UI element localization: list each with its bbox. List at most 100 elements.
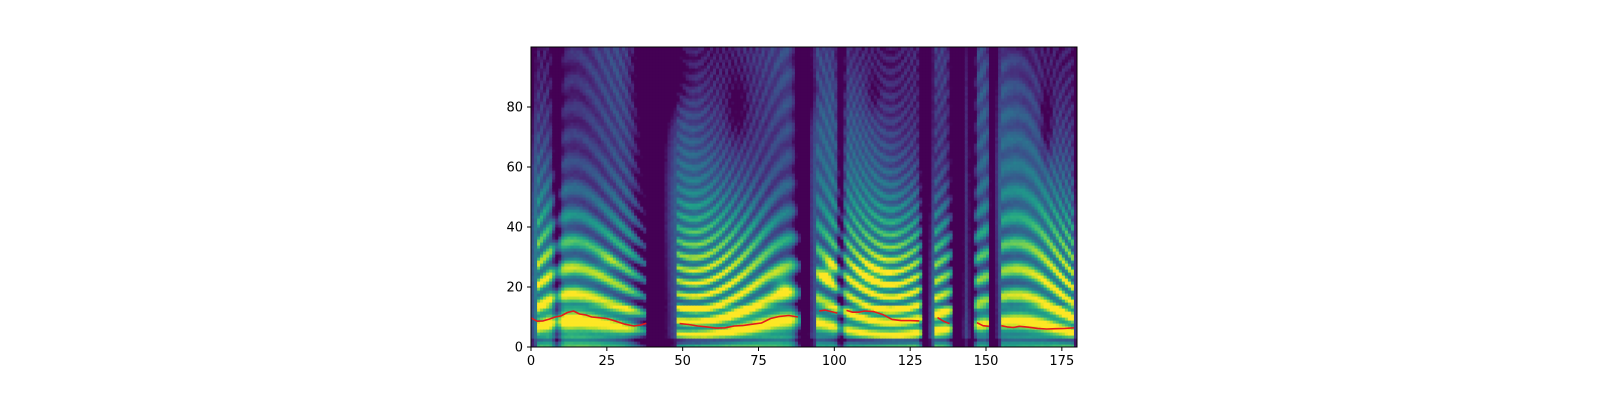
heatmap-cell xyxy=(543,194,547,198)
heatmap-cell xyxy=(531,329,535,333)
heatmap-cell xyxy=(540,191,544,195)
heatmap-cell xyxy=(579,248,584,252)
heatmap-cell xyxy=(540,134,544,138)
heatmap-cell xyxy=(531,116,535,120)
heatmap-cell xyxy=(564,227,568,231)
heatmap-cell xyxy=(534,305,538,309)
heatmap-cell xyxy=(594,344,599,347)
heatmap-cell xyxy=(573,176,578,180)
heatmap-cell xyxy=(546,287,550,291)
heatmap-cell xyxy=(609,131,614,135)
heatmap-cell xyxy=(600,320,605,324)
heatmap-cell xyxy=(546,155,550,159)
heatmap-cell xyxy=(549,188,553,192)
heatmap-cell xyxy=(534,248,538,252)
heatmap-cell xyxy=(603,158,608,162)
heatmap-cell xyxy=(606,152,611,156)
heatmap-cell xyxy=(582,344,587,347)
heatmap-cell xyxy=(579,143,584,147)
heatmap-cell xyxy=(555,80,559,84)
heatmap-cell xyxy=(591,323,596,327)
heatmap-cell xyxy=(543,221,547,225)
heatmap-cell xyxy=(600,242,605,246)
heatmap-cell xyxy=(582,95,587,99)
heatmap-cell xyxy=(591,77,596,81)
heatmap-cell xyxy=(546,182,550,186)
heatmap-cell xyxy=(579,167,584,171)
heatmap-cell xyxy=(597,239,602,243)
heatmap-cell xyxy=(594,287,599,291)
heatmap-cell xyxy=(573,272,578,276)
heatmap-cell xyxy=(531,239,535,243)
heatmap-cell xyxy=(570,293,575,297)
heatmap-cell xyxy=(585,104,590,108)
heatmap-cell xyxy=(603,326,608,330)
heatmap-cell xyxy=(609,89,614,93)
heatmap-cell xyxy=(585,209,590,213)
heatmap-cell xyxy=(537,311,541,315)
heatmap-cell xyxy=(609,74,614,78)
heatmap-cell xyxy=(558,68,562,72)
heatmap-cell xyxy=(591,128,596,132)
heatmap-cell xyxy=(603,215,608,219)
heatmap-cell xyxy=(588,50,593,54)
heatmap-cell xyxy=(552,209,556,213)
heatmap-cell xyxy=(561,107,565,111)
heatmap-cell xyxy=(540,185,544,189)
heatmap-cell xyxy=(594,224,599,228)
heatmap-cell xyxy=(609,251,614,255)
heatmap-cell xyxy=(606,218,611,222)
heatmap-cell xyxy=(537,47,541,51)
heatmap-cell xyxy=(606,110,611,114)
heatmap-cell xyxy=(564,119,568,123)
heatmap-cell xyxy=(573,254,578,258)
heatmap-cell xyxy=(567,203,572,207)
heatmap-cell xyxy=(531,89,535,93)
heatmap-cell xyxy=(531,53,535,57)
heatmap-cell xyxy=(609,203,614,207)
heatmap-cell xyxy=(582,278,587,282)
heatmap-cell xyxy=(582,128,587,132)
heatmap-cell xyxy=(564,281,568,285)
heatmap-cell xyxy=(603,251,608,255)
heatmap-cell xyxy=(561,254,565,258)
heatmap-cell xyxy=(582,191,587,195)
heatmap-cell xyxy=(549,176,553,180)
heatmap-cell xyxy=(555,65,559,69)
heatmap-cell xyxy=(600,188,605,192)
heatmap-cell xyxy=(609,116,614,120)
heatmap-cell xyxy=(597,182,602,186)
heatmap-cell xyxy=(567,143,572,147)
heatmap-cell xyxy=(588,185,593,189)
heatmap-cell xyxy=(537,179,541,183)
heatmap-cell xyxy=(597,137,602,141)
heatmap-cell xyxy=(609,122,614,126)
heatmap-cell xyxy=(585,194,590,198)
heatmap-cell xyxy=(606,197,611,201)
heatmap-cell xyxy=(552,251,556,255)
heatmap-cell xyxy=(573,137,578,141)
heatmap-cell xyxy=(546,203,550,207)
heatmap-cell xyxy=(573,314,578,318)
heatmap-cell xyxy=(588,119,593,123)
heatmap-cell xyxy=(564,236,568,240)
heatmap-cell xyxy=(576,269,581,273)
heatmap-cell xyxy=(549,65,553,69)
heatmap-cell xyxy=(534,233,538,237)
heatmap-cell xyxy=(576,227,581,231)
heatmap-cell xyxy=(564,302,568,306)
heatmap-cell xyxy=(549,173,553,177)
heatmap-cell xyxy=(561,110,565,114)
heatmap-cell xyxy=(543,86,547,90)
heatmap-cell xyxy=(579,47,584,51)
heatmap-cell xyxy=(582,320,587,324)
heatmap-cell xyxy=(567,128,572,132)
heatmap-cell xyxy=(579,137,584,141)
heatmap-cell xyxy=(534,125,538,129)
heatmap-cell xyxy=(597,197,602,201)
heatmap-cell xyxy=(552,53,556,57)
heatmap-cell xyxy=(582,326,587,330)
heatmap-cell xyxy=(561,215,565,219)
heatmap-cell xyxy=(555,113,559,117)
heatmap-cell xyxy=(585,251,590,255)
